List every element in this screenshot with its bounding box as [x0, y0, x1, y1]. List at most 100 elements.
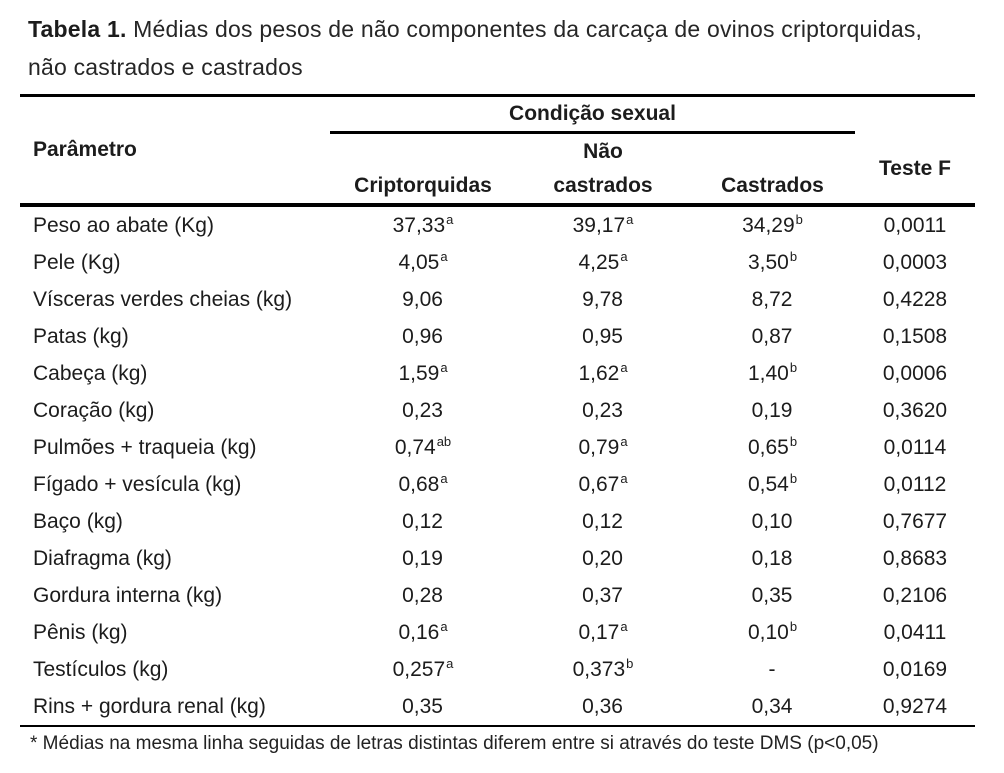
header-group-condicao-sexual: Condição sexual	[330, 97, 855, 134]
header-nao-castrados-line2: castrados	[553, 174, 653, 197]
param-cell: Patas (kg)	[33, 324, 129, 348]
header-criptorquidas: Criptorquidas	[354, 174, 492, 197]
table-body: Peso ao abate (Kg) 37,33a 39,17a 34,29b …	[20, 207, 975, 727]
param-cell: Testículos (kg)	[33, 657, 169, 681]
param-cell: Rins + gordura renal (kg)	[33, 694, 266, 718]
table-row: Baço (kg) 0,12 0,12 0,10 0,7677	[20, 503, 975, 540]
header-castrados: Castrados	[721, 174, 824, 197]
header-nao-castrados-line1: Não	[583, 139, 623, 163]
significance-letter: b	[626, 655, 634, 671]
param-cell: Peso ao abate (Kg)	[33, 213, 214, 237]
significance-letter: ab	[436, 433, 452, 449]
teste-f-cell: 0,4228	[882, 287, 948, 311]
significance-letter: a	[620, 248, 628, 264]
teste-f-cell: 0,0011	[883, 213, 947, 237]
value-cell-castrados: 0,10b	[747, 618, 798, 644]
significance-letter: a	[446, 655, 454, 671]
significance-letter: a	[620, 470, 628, 486]
value-cell-nao-castrados: 0,23	[582, 398, 623, 422]
param-cell: Coração (kg)	[33, 398, 155, 422]
value-cell-nao-castrados: 0,20	[582, 546, 623, 570]
teste-f-cell: 0,0003	[882, 250, 948, 274]
value-cell-criptorquidas: 0,12	[402, 509, 443, 533]
value-cell-castrados: 0,19	[751, 398, 793, 422]
table-row: Fígado + vesícula (kg) 0,68a 0,67a 0,54b…	[20, 466, 975, 503]
table-caption-number: Tabela 1.	[28, 16, 127, 42]
value-cell-castrados: 0,10	[751, 509, 793, 533]
header-teste-f: Teste F	[879, 156, 951, 180]
teste-f-cell: 0,3620	[882, 398, 948, 422]
value-cell-criptorquidas: 9,06	[402, 287, 443, 311]
value-cell-castrados: 3,50b	[747, 248, 798, 274]
significance-letter: b	[789, 359, 798, 375]
table-caption-text-line2: não castrados e castrados	[28, 54, 303, 80]
teste-f-cell: 0,9274	[882, 694, 948, 718]
value-cell-nao-castrados: 0,67a	[578, 470, 628, 496]
significance-letter: a	[446, 211, 454, 227]
value-cell-criptorquidas: 37,33a	[392, 211, 454, 237]
param-cell: Diafragma (kg)	[33, 546, 172, 570]
value-cell-criptorquidas: 0,68a	[398, 470, 448, 496]
param-cell: Baço (kg)	[33, 509, 123, 533]
value-cell-criptorquidas: 0,23	[402, 398, 443, 422]
value-cell-criptorquidas: 0,74ab	[394, 433, 452, 459]
table-row: Pele (Kg) 4,05a 4,25a 3,50b 0,0003	[20, 244, 975, 281]
table-row: Cabeça (kg) 1,59a 1,62a 1,40b 0,0006	[20, 355, 975, 392]
significance-letter: a	[626, 211, 634, 227]
value-cell-criptorquidas: 0,16a	[398, 618, 448, 644]
table-row: Rins + gordura renal (kg) 0,35 0,36 0,34…	[20, 688, 975, 725]
table-footnote: * Médias na mesma linha seguidas de letr…	[30, 733, 879, 754]
table-row: Pulmões + traqueia (kg) 0,74ab 0,79a 0,6…	[20, 429, 975, 466]
param-cell: Pulmões + traqueia (kg)	[33, 435, 257, 459]
value-cell-criptorquidas: 0,28	[402, 583, 443, 607]
value-cell-nao-castrados: 0,12	[582, 509, 623, 533]
table-row: Coração (kg) 0,23 0,23 0,19 0,3620	[20, 392, 975, 429]
value-cell-castrados: 0,87	[751, 324, 793, 348]
value-cell-castrados: 1,40b	[747, 359, 798, 385]
table-row: Patas (kg) 0,96 0,95 0,87 0,1508	[20, 318, 975, 355]
value-cell-nao-castrados: 9,78	[582, 287, 623, 311]
significance-letter: b	[789, 433, 798, 449]
significance-letter: a	[620, 433, 628, 449]
value-cell-criptorquidas: 0,19	[402, 546, 443, 570]
value-cell-castrados: 0,54b	[747, 470, 798, 496]
significance-letter: a	[620, 359, 628, 375]
teste-f-cell: 0,2106	[882, 583, 948, 607]
table-row: Peso ao abate (Kg) 37,33a 39,17a 34,29b …	[20, 207, 975, 244]
value-cell-nao-castrados: 0,95	[582, 324, 623, 348]
significance-letter: a	[440, 618, 448, 634]
table-row: Vísceras verdes cheias (kg) 9,06 9,78 8,…	[20, 281, 975, 318]
value-cell-criptorquidas: 1,59a	[398, 359, 448, 385]
significance-letter: b	[789, 470, 798, 486]
value-cell-nao-castrados: 0,36	[582, 694, 623, 718]
value-cell-nao-castrados: 1,62a	[578, 359, 628, 385]
param-cell: Gordura interna (kg)	[33, 583, 223, 607]
value-cell-castrados: 34,29b	[742, 211, 803, 237]
value-cell-criptorquidas: 0,257a	[392, 655, 454, 681]
value-cell-criptorquidas: 0,35	[402, 694, 443, 718]
table-caption: Tabela 1. Médias dos pesos de não compon…	[28, 10, 988, 86]
value-cell-criptorquidas: 4,05a	[398, 248, 448, 274]
value-cell-nao-castrados: 4,25a	[578, 248, 628, 274]
teste-f-cell: 0,1508	[882, 324, 948, 348]
value-cell-castrados: 0,65b	[747, 433, 798, 459]
value-cell-castrados: 0,18	[751, 546, 793, 570]
significance-letter: a	[620, 618, 628, 634]
data-table: Parâmetro Condição sexual Não Criptorqui…	[20, 94, 975, 727]
significance-letter: a	[440, 470, 448, 486]
teste-f-cell: 0,0112	[883, 472, 947, 496]
teste-f-cell: 0,0169	[882, 657, 948, 681]
teste-f-cell: 0,0006	[882, 361, 948, 385]
param-cell: Vísceras verdes cheias (kg)	[33, 287, 293, 311]
table-row: Testículos (kg) 0,257a 0,373b - 0,0169	[20, 651, 975, 688]
param-cell: Cabeça (kg)	[33, 361, 148, 385]
significance-letter: b	[789, 618, 798, 634]
table-caption-text-line1: Médias dos pesos de não componentes da c…	[133, 16, 923, 42]
table-header: Parâmetro Condição sexual Não Criptorqui…	[20, 94, 975, 207]
value-cell-castrados: -	[768, 657, 776, 681]
param-cell: Pênis (kg)	[33, 620, 128, 644]
table-row: Gordura interna (kg) 0,28 0,37 0,35 0,21…	[20, 577, 975, 614]
table-row: Diafragma (kg) 0,19 0,20 0,18 0,8683	[20, 540, 975, 577]
value-cell-nao-castrados: 39,17a	[572, 211, 634, 237]
